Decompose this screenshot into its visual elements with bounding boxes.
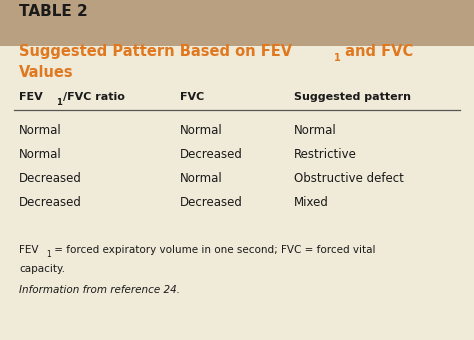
Text: TABLE 2: TABLE 2 [19,4,88,19]
Text: 1: 1 [46,250,51,259]
Text: Restrictive: Restrictive [294,148,357,161]
Text: Normal: Normal [19,124,62,137]
Text: capacity.: capacity. [19,264,65,274]
Text: Suggested pattern: Suggested pattern [294,92,411,102]
Text: 1: 1 [334,53,340,63]
Text: Normal: Normal [19,148,62,161]
Text: Information from reference 24.: Information from reference 24. [19,285,180,295]
Text: Normal: Normal [180,172,223,185]
Text: Decreased: Decreased [19,172,82,185]
Text: FEV: FEV [19,245,38,255]
Text: Decreased: Decreased [19,196,82,209]
Text: Normal: Normal [294,124,337,137]
Text: = forced expiratory volume in one second; FVC = forced vital: = forced expiratory volume in one second… [51,245,376,255]
Text: Decreased: Decreased [180,196,243,209]
Text: Suggested Pattern Based on FEV: Suggested Pattern Based on FEV [19,44,292,59]
Text: 1: 1 [56,98,62,107]
Text: FVC: FVC [180,92,204,102]
Text: FEV: FEV [19,92,43,102]
Text: Normal: Normal [180,124,223,137]
FancyBboxPatch shape [0,0,474,46]
Text: Obstructive defect: Obstructive defect [294,172,404,185]
Text: Mixed: Mixed [294,196,329,209]
Text: Values: Values [19,65,73,80]
Text: /FVC ratio: /FVC ratio [63,92,125,102]
Text: Decreased: Decreased [180,148,243,161]
Text: and FVC: and FVC [340,44,414,59]
